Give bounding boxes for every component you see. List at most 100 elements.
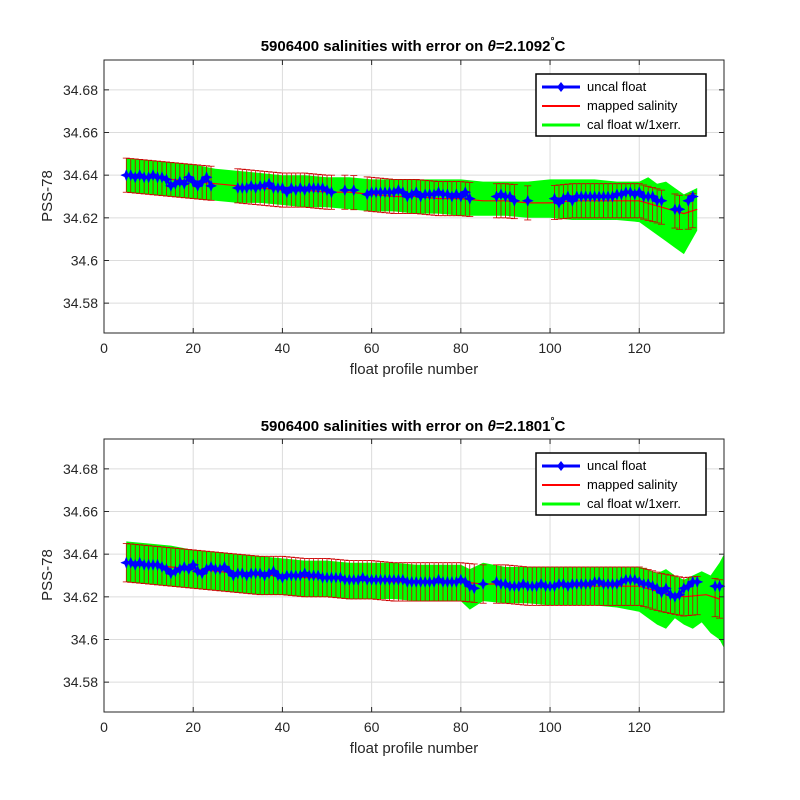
float-point [673, 588, 686, 601]
float-point [454, 190, 467, 203]
float-point [650, 582, 664, 595]
float-point [655, 194, 668, 207]
float-point [673, 203, 686, 216]
y-tick-label: 34.64 [63, 546, 98, 562]
float-point [334, 571, 347, 584]
float-point [432, 573, 445, 586]
y-tick-label: 34.58 [63, 674, 98, 690]
float-point [659, 582, 673, 595]
float-point [298, 567, 311, 580]
float-point [218, 560, 231, 574]
y-tick-label: 34.64 [63, 167, 98, 183]
float-point [338, 183, 352, 197]
float-point [682, 194, 695, 207]
x-tick-label: 100 [538, 719, 562, 735]
float-point [508, 194, 521, 207]
float-point [450, 188, 463, 201]
float-point [548, 192, 561, 205]
float-point [182, 171, 195, 184]
float-point [271, 569, 285, 582]
y-tick-label: 34.66 [63, 125, 98, 141]
float-point [155, 171, 169, 184]
float-point [294, 181, 307, 195]
float-point [552, 196, 566, 210]
y-axis-label: PSS-78 [39, 170, 56, 222]
float-point [151, 558, 164, 571]
float-point [155, 560, 169, 574]
float-point [285, 181, 298, 195]
float-point [267, 565, 280, 578]
float-point [222, 565, 236, 578]
float-point [133, 169, 146, 182]
float-point [280, 186, 294, 199]
float-point [253, 567, 267, 580]
float-point [396, 573, 410, 586]
legend-float-marker [557, 82, 565, 92]
float-point [124, 556, 137, 569]
chart-panel-1: 5906400 salinities with error on θ=2.109… [39, 36, 725, 378]
float-point [410, 186, 423, 199]
float-point [236, 567, 249, 580]
legend-float-marker [557, 461, 565, 471]
float-point [557, 577, 570, 591]
float-point [646, 580, 659, 593]
x-tick-label: 20 [185, 340, 201, 356]
float-point [494, 188, 508, 201]
float-point [534, 577, 548, 591]
float-point [499, 577, 512, 591]
float-point [195, 567, 209, 580]
float-point [503, 190, 517, 203]
float-point [468, 582, 481, 595]
float-point [160, 562, 173, 576]
x-tick-label: 120 [628, 340, 652, 356]
float-point [160, 173, 173, 186]
float-point [396, 186, 410, 199]
float-point [441, 188, 454, 201]
y-tick-label: 34.66 [63, 504, 98, 520]
y-tick-label: 34.62 [63, 210, 98, 226]
float-point [521, 194, 534, 207]
y-tick-label: 34.68 [63, 82, 98, 98]
float-point [713, 580, 726, 593]
y-tick-label: 34.6 [71, 252, 98, 268]
float-point [191, 565, 204, 578]
float-point [592, 575, 606, 589]
error-bar [167, 547, 175, 587]
x-axis-label: float profile number [350, 740, 478, 757]
legend-label-float: uncal float [587, 458, 647, 473]
float-point [642, 577, 655, 591]
float-point [490, 575, 503, 589]
x-tick-label: 0 [100, 719, 108, 735]
legend-label-band: cal float w/1xerr. [587, 496, 681, 511]
float-point [459, 575, 472, 589]
float-point [173, 175, 186, 188]
float-point [133, 556, 146, 569]
legend-label-mapped: mapped salinity [587, 477, 678, 492]
float-point [691, 575, 704, 589]
float-point [311, 569, 325, 582]
y-axis-label: PSS-78 [39, 549, 56, 601]
float-point [561, 190, 575, 203]
chart-title: 5906400 salinities with error on θ=2.109… [261, 36, 566, 55]
x-tick-label: 0 [100, 340, 108, 356]
legend: uncal float mapped salinity cal float w/… [535, 452, 707, 516]
float-point [178, 177, 191, 190]
float-point [463, 580, 476, 593]
float-point [682, 580, 695, 593]
plot-frame [103, 59, 725, 334]
float-point [432, 186, 445, 199]
float-point [124, 169, 137, 182]
float-point [187, 175, 200, 188]
float-point [195, 175, 209, 188]
float-point [325, 186, 338, 199]
float-point [187, 558, 200, 571]
plot-frame [103, 438, 725, 713]
float-point [204, 179, 218, 192]
float-series-layer [120, 169, 699, 216]
x-tick-label: 80 [453, 340, 469, 356]
float-point [191, 179, 204, 192]
x-axis-label: float profile number [350, 361, 478, 378]
float-point [316, 181, 329, 195]
chart-panel-2: 5906400 salinities with error on θ=2.180… [39, 416, 726, 757]
y-tick-label: 34.58 [63, 295, 98, 311]
